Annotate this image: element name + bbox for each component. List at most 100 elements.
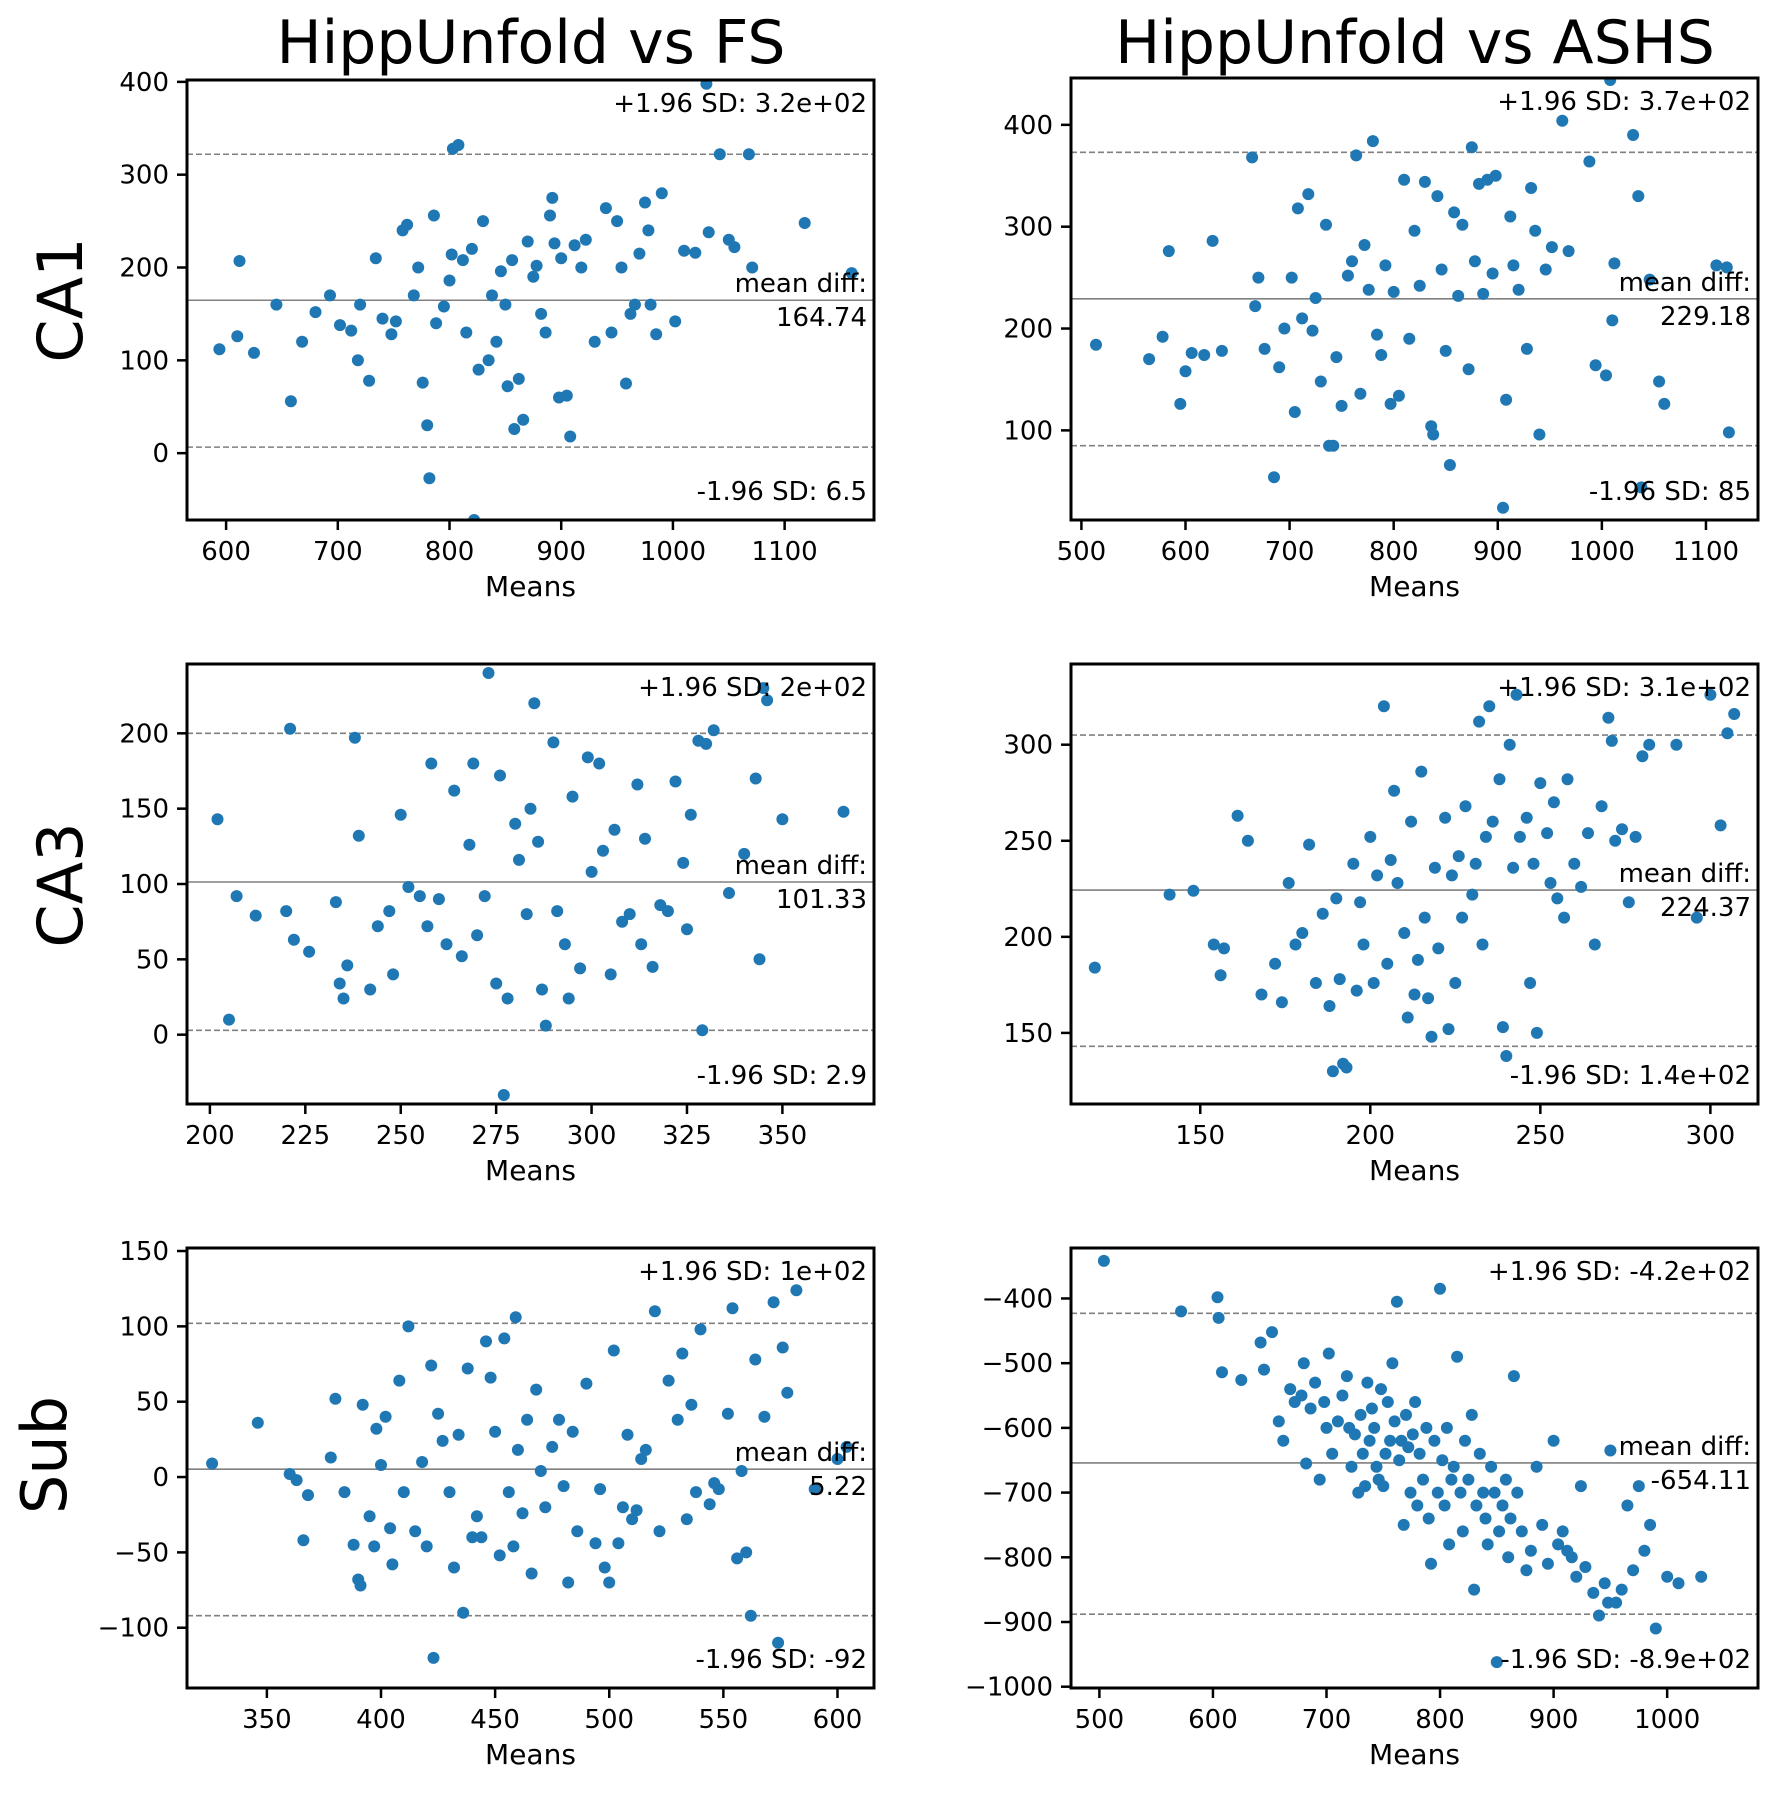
data-point bbox=[1316, 907, 1329, 920]
data-point bbox=[562, 1576, 575, 1589]
data-point bbox=[648, 1305, 661, 1318]
data-point bbox=[1520, 342, 1533, 355]
data-point bbox=[402, 881, 415, 893]
data-point bbox=[1473, 715, 1486, 728]
data-point bbox=[1510, 688, 1523, 701]
data-points bbox=[1088, 688, 1741, 1078]
data-point bbox=[671, 1413, 684, 1426]
data-point bbox=[1627, 1564, 1640, 1577]
data-point bbox=[1175, 1305, 1188, 1318]
data-point bbox=[1497, 501, 1509, 514]
data-point bbox=[1241, 834, 1254, 847]
data-point bbox=[1486, 815, 1499, 828]
x-tick-label: 250 bbox=[376, 1121, 426, 1151]
y-tick-label: 150 bbox=[1003, 1019, 1053, 1049]
y-tick-label: −500 bbox=[982, 1349, 1053, 1379]
data-point bbox=[1143, 353, 1156, 366]
data-point bbox=[1347, 857, 1360, 870]
data-point bbox=[1320, 1421, 1333, 1434]
data-point bbox=[1539, 263, 1552, 276]
data-point bbox=[535, 307, 548, 320]
data-point bbox=[1359, 1480, 1372, 1493]
data-point bbox=[448, 784, 461, 797]
data-point bbox=[296, 335, 309, 348]
data-point bbox=[1368, 1421, 1381, 1434]
data-point bbox=[494, 769, 506, 782]
data-point bbox=[579, 233, 592, 246]
data-point bbox=[1589, 359, 1602, 372]
data-point bbox=[1386, 1357, 1399, 1370]
data-point bbox=[1216, 1366, 1228, 1379]
mean-diff-value: 5.22 bbox=[809, 1472, 867, 1502]
panel-ca3-ashs: +1.96 SD: 3.1e+02 mean diff: 224.37 -1.96 S… bbox=[1003, 662, 1760, 1187]
data-point bbox=[1379, 259, 1392, 272]
data-point bbox=[478, 890, 491, 903]
data-point bbox=[761, 694, 774, 707]
data-point bbox=[1335, 399, 1348, 412]
data-point bbox=[1411, 1499, 1424, 1512]
data-point bbox=[669, 775, 682, 788]
data-point bbox=[371, 920, 384, 933]
data-point bbox=[490, 335, 503, 348]
data-point bbox=[1493, 773, 1506, 786]
x-tick-label: 1100 bbox=[1673, 537, 1739, 567]
data-point bbox=[1456, 218, 1469, 231]
data-point bbox=[1520, 811, 1533, 824]
x-tick-label: 350 bbox=[758, 1121, 808, 1151]
y-tick-label: 50 bbox=[136, 945, 169, 975]
data-point bbox=[1593, 1609, 1605, 1622]
data-point bbox=[1456, 911, 1469, 924]
data-point bbox=[639, 832, 651, 845]
mean-diff-label: mean diff: bbox=[1619, 1432, 1751, 1462]
data-point bbox=[621, 1428, 634, 1441]
data-point bbox=[1365, 1402, 1378, 1415]
x-tick-label: 800 bbox=[425, 537, 475, 567]
data-point bbox=[1536, 1518, 1549, 1531]
data-point bbox=[1556, 114, 1569, 127]
data-point bbox=[1275, 996, 1288, 1009]
data-point bbox=[840, 1440, 853, 1453]
data-point bbox=[1258, 342, 1271, 355]
data-point bbox=[456, 254, 469, 267]
data-point bbox=[1088, 961, 1101, 974]
data-point bbox=[394, 808, 407, 821]
y-tick-label: 100 bbox=[119, 870, 169, 900]
data-point bbox=[772, 1636, 785, 1649]
data-points bbox=[213, 80, 858, 520]
y-tick-label: 200 bbox=[119, 719, 169, 749]
data-point bbox=[452, 139, 465, 151]
data-point bbox=[1381, 1396, 1394, 1408]
data-point bbox=[1282, 877, 1295, 889]
data-point bbox=[1632, 1480, 1645, 1493]
data-point bbox=[1207, 938, 1220, 951]
data-point bbox=[1406, 1428, 1419, 1441]
data-point bbox=[1485, 1460, 1498, 1473]
data-point bbox=[498, 1332, 511, 1345]
data-point bbox=[1600, 369, 1612, 382]
data-points bbox=[1090, 78, 1735, 514]
data-point bbox=[1562, 245, 1575, 258]
x-axis-label: Means bbox=[485, 570, 576, 603]
data-point bbox=[702, 226, 715, 239]
data-point bbox=[493, 1549, 506, 1562]
data-point bbox=[284, 722, 297, 735]
data-point bbox=[494, 265, 507, 278]
data-point bbox=[502, 1486, 515, 1499]
data-point bbox=[1266, 1326, 1278, 1339]
y-tick-label: −400 bbox=[982, 1284, 1053, 1314]
data-point bbox=[594, 1483, 607, 1496]
data-point bbox=[1629, 830, 1642, 843]
data-point bbox=[1704, 688, 1717, 701]
data-point bbox=[329, 896, 342, 909]
data-point bbox=[1391, 877, 1404, 889]
data-point bbox=[1449, 977, 1462, 989]
data-point bbox=[1300, 1457, 1313, 1470]
data-point bbox=[568, 239, 581, 252]
data-point bbox=[744, 1609, 757, 1622]
data-point bbox=[427, 1651, 440, 1664]
x-tick-label: 275 bbox=[471, 1121, 521, 1151]
data-point bbox=[1354, 387, 1367, 400]
data-point bbox=[1470, 1499, 1483, 1512]
data-point bbox=[1375, 349, 1388, 361]
data-point bbox=[558, 938, 571, 951]
